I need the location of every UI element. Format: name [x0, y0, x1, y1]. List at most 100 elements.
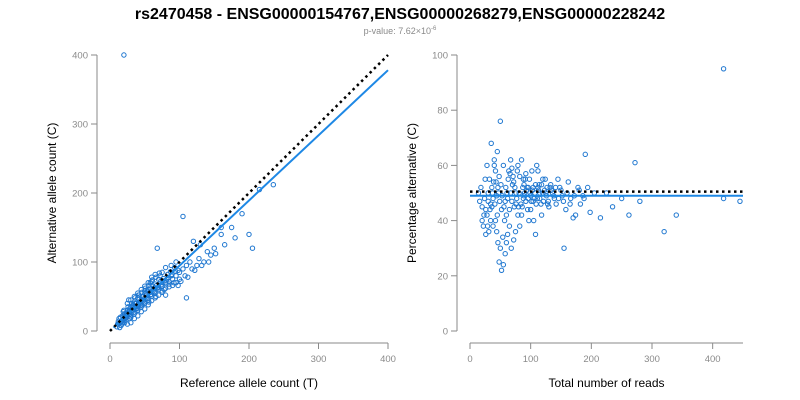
chart-title: rs2470458 - ENSG00000154767,ENSG00000268…: [135, 6, 665, 23]
data-point: [498, 267, 505, 273]
data-point: [548, 187, 554, 193]
data-point: [173, 259, 179, 265]
data-point: [518, 212, 525, 218]
data-point: [135, 313, 141, 319]
data-point: [591, 190, 598, 196]
data-point: [508, 245, 514, 251]
y-axis-title: Alternative allele count (C): [45, 123, 59, 264]
data-point: [555, 176, 561, 182]
data-point: [535, 168, 541, 174]
data-point: [492, 168, 499, 174]
data-point: [484, 162, 490, 169]
data-point: [171, 280, 177, 286]
data-point: [637, 198, 643, 204]
y-tick-label: 40: [437, 216, 448, 227]
data-point: [180, 266, 186, 272]
data-point: [205, 259, 212, 265]
data-point: [483, 231, 489, 238]
data-point: [497, 198, 503, 204]
data-point: [526, 217, 532, 224]
data-point: [518, 157, 525, 163]
data-point: [500, 162, 507, 169]
data-point: [506, 206, 513, 213]
data-point: [528, 198, 534, 204]
data-point: [501, 204, 507, 210]
data-point: [121, 307, 127, 313]
data-point: [146, 282, 152, 289]
data-point: [169, 282, 176, 289]
data-point: [565, 179, 571, 185]
data-point: [509, 165, 515, 171]
data-point: [491, 157, 497, 163]
data-point: [544, 201, 551, 207]
y-tick-label: 200: [72, 189, 88, 200]
data-point: [131, 315, 138, 322]
data-point: [128, 320, 134, 326]
y-axis-title: Percentage alternative (C): [405, 123, 419, 263]
data-point: [489, 184, 495, 191]
data-point: [512, 228, 519, 235]
data-point: [626, 212, 632, 218]
data-point: [128, 300, 135, 307]
data-point: [527, 206, 534, 213]
data-point: [506, 223, 513, 229]
data-point: [495, 184, 501, 191]
data-point: [479, 204, 485, 210]
data-point: [145, 302, 151, 308]
data-point: [489, 190, 496, 196]
data-point: [495, 239, 501, 246]
data-point: [532, 182, 539, 188]
data-point: [560, 198, 567, 204]
x-tick-label: 200: [583, 354, 599, 365]
data-point: [486, 228, 492, 235]
data-point: [563, 206, 569, 213]
data-point: [545, 198, 551, 204]
data-point: [513, 201, 519, 207]
y-tick-label: 20: [437, 271, 448, 282]
data-point: [496, 173, 502, 180]
data-point: [481, 212, 487, 218]
data-point: [490, 195, 496, 202]
data-point: [192, 267, 198, 273]
data-point: [577, 201, 584, 207]
reference-line: [109, 54, 389, 332]
x-tick-label: 100: [523, 354, 539, 365]
data-point: [246, 231, 252, 238]
x-tick-label: 400: [380, 354, 396, 365]
data-point: [553, 201, 559, 207]
data-point: [514, 195, 520, 202]
data-point: [492, 217, 499, 224]
p-value-exponent: -6: [431, 26, 437, 32]
data-point: [484, 223, 491, 229]
data-point: [121, 320, 128, 326]
data-point: [520, 176, 527, 182]
data-point: [540, 176, 546, 182]
data-point: [500, 262, 507, 268]
data-point: [538, 201, 544, 207]
data-point: [503, 212, 510, 218]
p-value-text: p-value: 7.62×10: [364, 26, 431, 36]
data-point: [502, 198, 508, 204]
x-tick-label: 200: [241, 354, 257, 365]
data-point: [491, 162, 497, 169]
data-point: [183, 262, 190, 269]
data-point: [138, 308, 144, 315]
data-point: [530, 198, 536, 204]
y-tick-label: 80: [437, 106, 448, 117]
data-point: [720, 66, 727, 72]
data-point: [547, 184, 553, 191]
data-point: [512, 184, 518, 191]
data-point: [510, 179, 517, 185]
data-point: [523, 198, 529, 204]
data-point: [504, 231, 511, 238]
data-point: [561, 245, 567, 251]
data-point: [503, 239, 510, 246]
data-point: [515, 212, 521, 218]
data-point: [515, 162, 521, 169]
data-point: [221, 242, 228, 248]
data-point: [492, 201, 498, 207]
data-point: [218, 231, 224, 238]
data-point: [127, 313, 133, 319]
x-axis-title: Reference allele count (T): [180, 376, 318, 390]
data-point: [149, 297, 155, 304]
